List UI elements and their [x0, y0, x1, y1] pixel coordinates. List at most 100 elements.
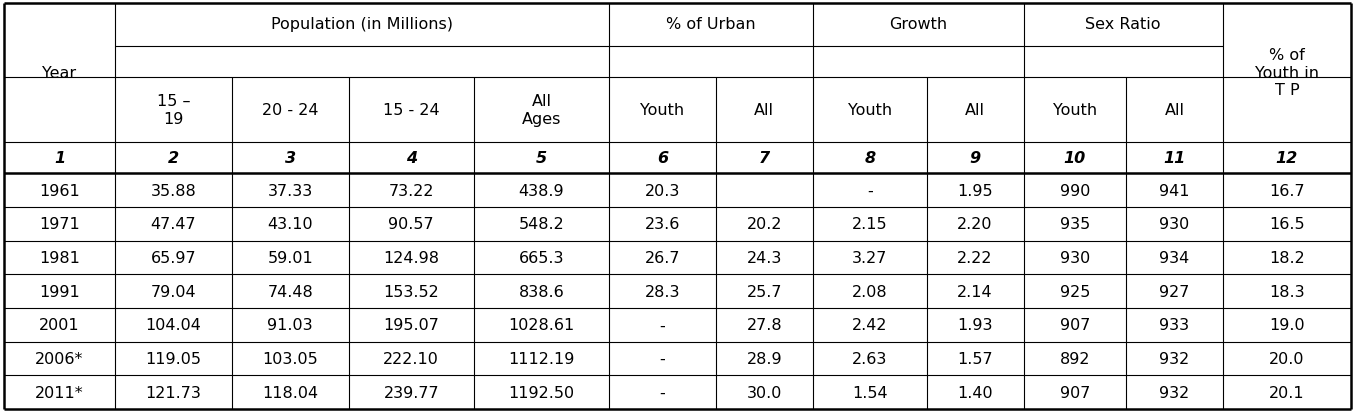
Text: 11: 11 [1164, 151, 1186, 166]
Text: 838.6: 838.6 [519, 284, 565, 299]
Text: 934: 934 [1160, 250, 1190, 265]
Text: % of
Youth in
T P: % of Youth in T P [1255, 48, 1318, 98]
Text: 118.04: 118.04 [262, 385, 318, 400]
Text: 990: 990 [1060, 183, 1089, 198]
Text: 79.04: 79.04 [150, 284, 196, 299]
Text: 16.7: 16.7 [1270, 183, 1305, 198]
Text: 12: 12 [1276, 151, 1298, 166]
Text: -: - [660, 385, 665, 400]
Text: 16.5: 16.5 [1270, 217, 1305, 232]
Text: 20 - 24: 20 - 24 [262, 103, 318, 118]
Text: All: All [965, 103, 985, 118]
Text: 2.42: 2.42 [852, 318, 888, 332]
Text: 103.05: 103.05 [263, 351, 318, 366]
Text: 1991: 1991 [39, 284, 80, 299]
Text: 6: 6 [657, 151, 668, 166]
Text: 2.14: 2.14 [957, 284, 993, 299]
Text: 1: 1 [54, 151, 65, 166]
Text: 2: 2 [168, 151, 179, 166]
Text: 24.3: 24.3 [747, 250, 782, 265]
Text: 2.20: 2.20 [958, 217, 993, 232]
Text: 2011*: 2011* [35, 385, 84, 400]
Text: Population (in Millions): Population (in Millions) [271, 17, 453, 32]
Text: 35.88: 35.88 [150, 183, 196, 198]
Text: 153.52: 153.52 [383, 284, 439, 299]
Text: 907: 907 [1060, 385, 1089, 400]
Text: 933: 933 [1160, 318, 1190, 332]
Text: 1.95: 1.95 [957, 183, 993, 198]
Text: Growth: Growth [889, 17, 947, 32]
Text: 28.3: 28.3 [645, 284, 680, 299]
Text: 19.0: 19.0 [1270, 318, 1305, 332]
Text: 59.01: 59.01 [267, 250, 313, 265]
Text: 930: 930 [1060, 250, 1089, 265]
Text: 23.6: 23.6 [645, 217, 680, 232]
Text: 20.1: 20.1 [1270, 385, 1305, 400]
Text: All
Ages: All Ages [522, 94, 561, 126]
Text: 941: 941 [1159, 183, 1190, 198]
Text: 1961: 1961 [39, 183, 80, 198]
Text: % of Urban: % of Urban [667, 17, 756, 32]
Text: 1971: 1971 [39, 217, 80, 232]
Text: 2.63: 2.63 [852, 351, 888, 366]
Text: 222.10: 222.10 [383, 351, 439, 366]
Text: 18.3: 18.3 [1270, 284, 1305, 299]
Text: 20.2: 20.2 [747, 217, 782, 232]
Text: 20.0: 20.0 [1270, 351, 1305, 366]
Text: 3.27: 3.27 [852, 250, 888, 265]
Text: 91.03: 91.03 [267, 318, 313, 332]
Text: 548.2: 548.2 [519, 217, 565, 232]
Text: -: - [867, 183, 873, 198]
Text: 43.10: 43.10 [267, 217, 313, 232]
Text: 932: 932 [1160, 385, 1190, 400]
Text: 1.40: 1.40 [957, 385, 993, 400]
Text: Youth: Youth [848, 103, 892, 118]
Text: 1192.50: 1192.50 [508, 385, 575, 400]
Text: 195.07: 195.07 [383, 318, 439, 332]
Text: 104.04: 104.04 [145, 318, 202, 332]
Text: 1.57: 1.57 [957, 351, 993, 366]
Text: Year: Year [42, 66, 77, 81]
Text: 665.3: 665.3 [519, 250, 564, 265]
Text: 2001: 2001 [39, 318, 80, 332]
Text: 15 –
19: 15 – 19 [157, 94, 190, 126]
Text: 8: 8 [864, 151, 875, 166]
Text: 18.2: 18.2 [1270, 250, 1305, 265]
Text: 30.0: 30.0 [747, 385, 782, 400]
Text: 1028.61: 1028.61 [508, 318, 575, 332]
Text: 2006*: 2006* [35, 351, 84, 366]
Text: -: - [660, 351, 665, 366]
Text: 935: 935 [1060, 217, 1089, 232]
Text: 2.15: 2.15 [852, 217, 888, 232]
Text: 1981: 1981 [39, 250, 80, 265]
Text: 119.05: 119.05 [145, 351, 202, 366]
Text: 10: 10 [1064, 151, 1085, 166]
Text: 37.33: 37.33 [267, 183, 313, 198]
Text: 47.47: 47.47 [150, 217, 196, 232]
Text: -: - [660, 318, 665, 332]
Text: 65.97: 65.97 [150, 250, 196, 265]
Text: 4: 4 [405, 151, 417, 166]
Text: 438.9: 438.9 [519, 183, 564, 198]
Text: 907: 907 [1060, 318, 1089, 332]
Text: 2.08: 2.08 [852, 284, 888, 299]
Text: 26.7: 26.7 [645, 250, 680, 265]
Text: 927: 927 [1160, 284, 1190, 299]
Text: 27.8: 27.8 [747, 318, 782, 332]
Text: 2.22: 2.22 [958, 250, 993, 265]
Text: 5: 5 [537, 151, 547, 166]
Text: 239.77: 239.77 [383, 385, 439, 400]
Text: 892: 892 [1060, 351, 1089, 366]
Text: 1.93: 1.93 [958, 318, 993, 332]
Text: 20.3: 20.3 [645, 183, 680, 198]
Text: 121.73: 121.73 [145, 385, 202, 400]
Text: Youth: Youth [641, 103, 684, 118]
Text: 3: 3 [285, 151, 295, 166]
Text: 1.54: 1.54 [852, 385, 888, 400]
Text: 925: 925 [1060, 284, 1089, 299]
Text: All: All [1164, 103, 1184, 118]
Text: 28.9: 28.9 [747, 351, 782, 366]
Text: 73.22: 73.22 [389, 183, 434, 198]
Text: 9: 9 [970, 151, 981, 166]
Text: All: All [755, 103, 774, 118]
